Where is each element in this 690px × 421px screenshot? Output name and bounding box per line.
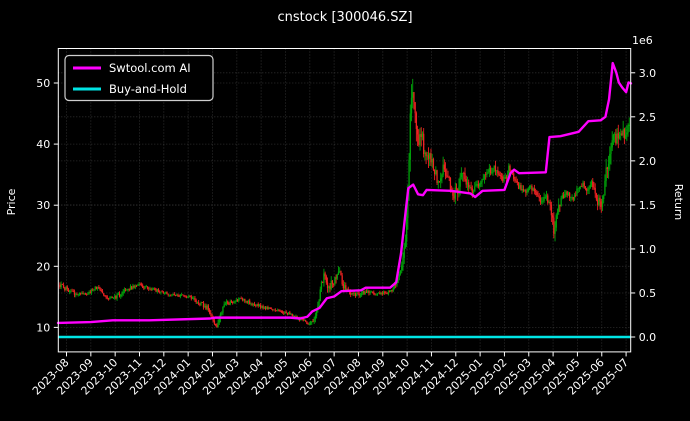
price-tick-label: 10 [36,321,50,334]
legend: Swtool.com AI Buy-and-Hold [64,54,214,102]
price-tick-label: 50 [36,77,50,90]
axis-tick-labels: 2023-082023-092023-102023-112023-122024-… [30,67,656,398]
return-tick-label: 0.0 [639,331,657,344]
plot-border [57,48,632,353]
line-series [56,61,633,339]
price-tick-label: 30 [36,199,50,212]
return-tick-label: 2.5 [639,111,657,124]
price-tick-label: 40 [36,138,50,151]
return-tick-label: 1.0 [639,243,657,256]
price-axis-label: Price [5,188,18,215]
price-tick-label: 20 [36,260,50,273]
axis-ticks [53,72,636,357]
axis-offset-text: 1e6 [632,34,653,47]
return-tick-label: 2.0 [639,155,657,168]
candlestick-series [59,78,630,328]
return-axis-label: Return [672,184,685,221]
chart-title: cnstock [300046.SZ] [277,10,412,25]
legend-label-buyhold: Buy-and-Hold [109,82,187,96]
legend-label-ai: Swtool.com AI [109,61,191,75]
legend-box [64,54,214,102]
return-tick-label: 3.0 [639,67,657,80]
return-tick-label: 0.5 [639,287,657,300]
return-tick-label: 1.5 [639,199,657,212]
